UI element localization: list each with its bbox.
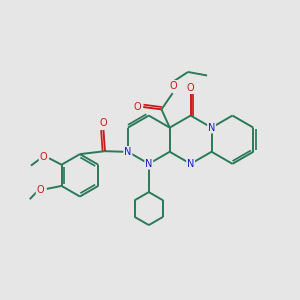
Text: O: O xyxy=(134,102,141,112)
Text: O: O xyxy=(40,152,47,162)
Text: O: O xyxy=(170,81,177,91)
Text: O: O xyxy=(100,118,107,128)
Text: N: N xyxy=(187,159,194,169)
Text: O: O xyxy=(187,83,194,93)
Text: N: N xyxy=(124,147,132,157)
Text: O: O xyxy=(37,185,44,195)
Text: N: N xyxy=(145,159,152,169)
Text: N: N xyxy=(208,123,215,133)
